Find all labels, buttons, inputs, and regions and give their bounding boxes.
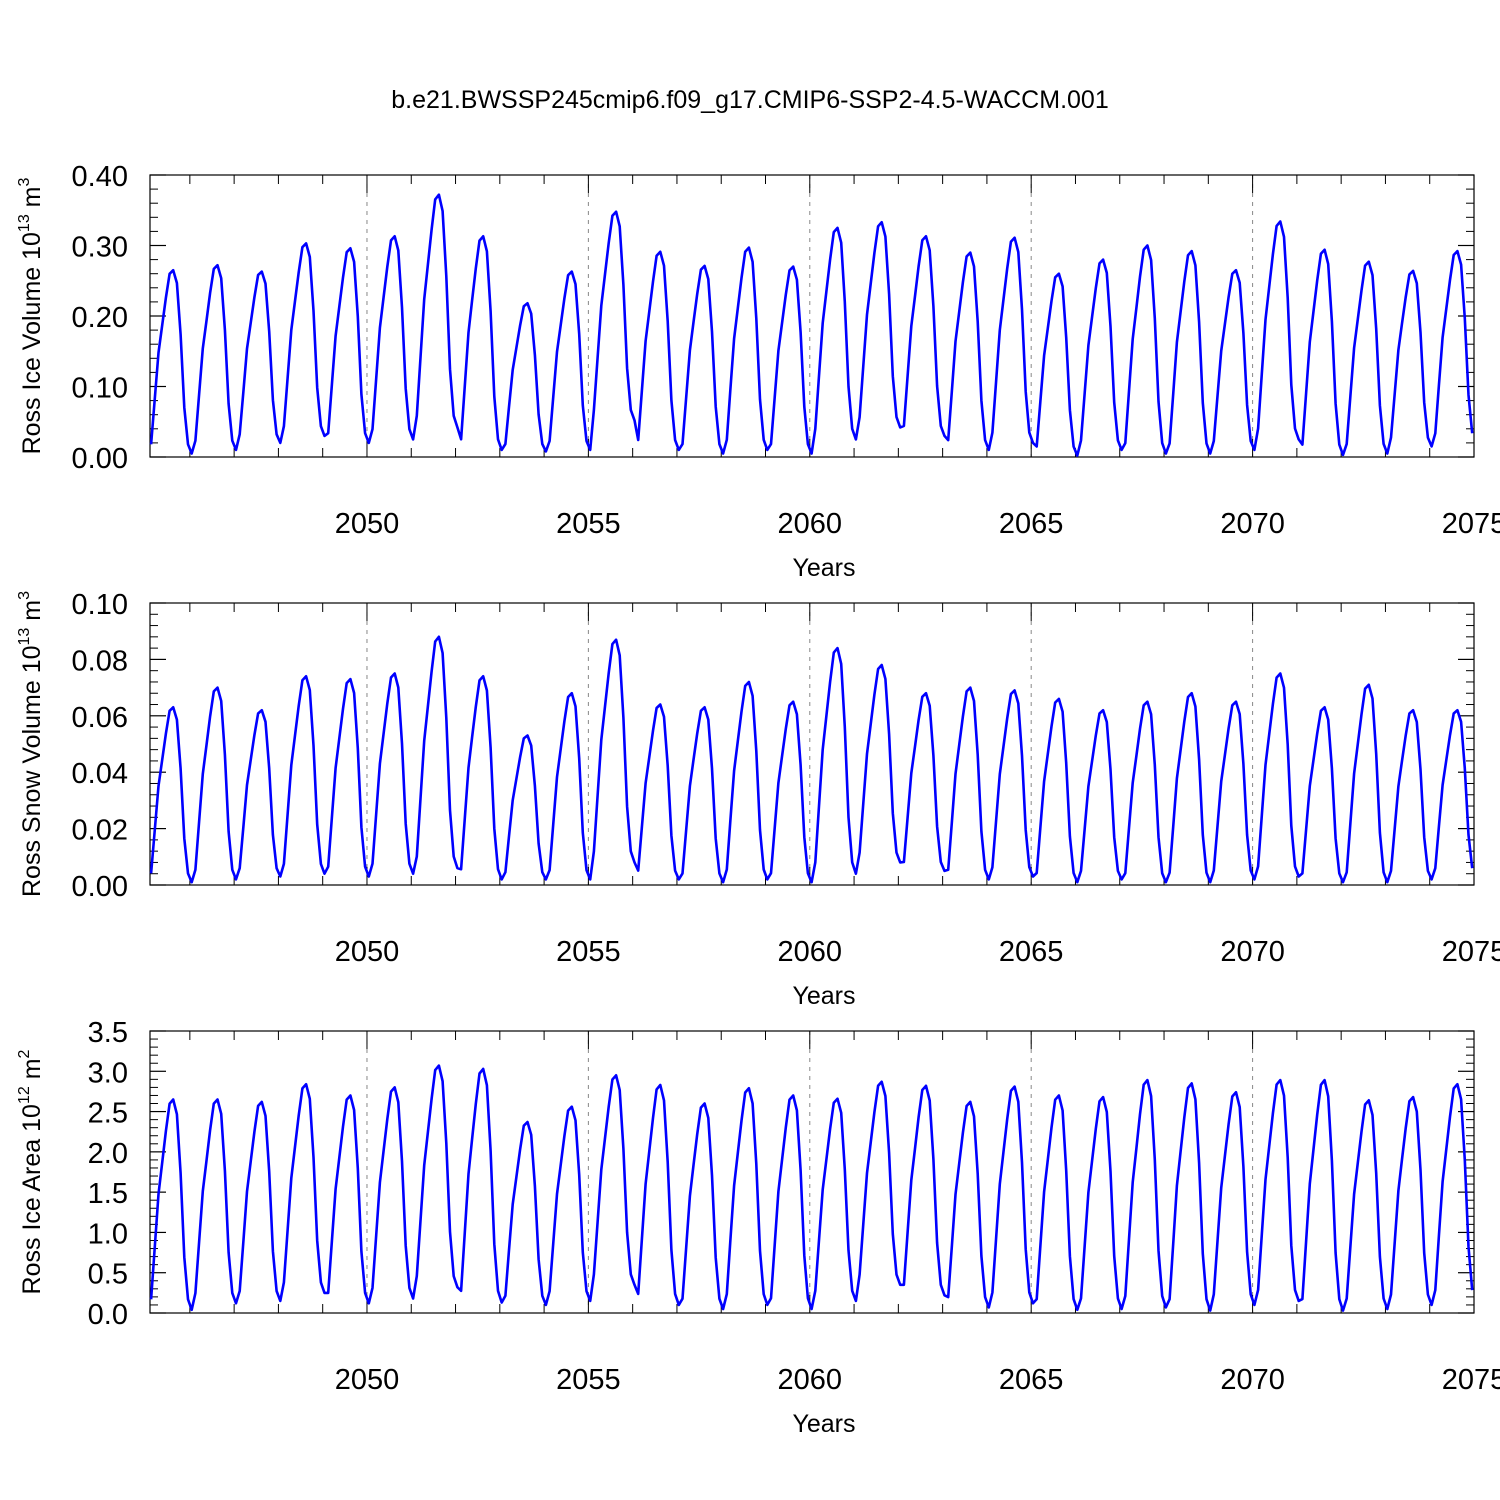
y-tick-label: 0.40 [72, 161, 128, 193]
y-tick-label: 0.10 [72, 589, 128, 621]
y-tick-label: 3.0 [88, 1057, 128, 1089]
y-axis-title: Ross Ice Area 1012 m2 [16, 1049, 46, 1294]
y-tick-label: 0.5 [88, 1259, 128, 1291]
x-tick-label: 2075 [1442, 936, 1500, 968]
plot-frame [149, 174, 1475, 458]
panel-3: 0.0 0.5 1.0 1.5 2.0 2.5 3.0 3.5 2050 2055 2060 2065… [16, 1017, 1500, 1438]
y-tick-label: 0.30 [72, 232, 128, 264]
series-line [149, 1064, 1474, 1312]
x-tick-label: 2065 [999, 1364, 1064, 1396]
x-tick-label: 2050 [335, 508, 400, 540]
x-tick-label: 2055 [556, 936, 621, 968]
plot-frame [149, 602, 1475, 886]
x-tick-label: 2055 [556, 508, 621, 540]
x-tick-label: 2065 [999, 508, 1064, 540]
x-tick-label: 2070 [1220, 936, 1285, 968]
x-axis-title: Years [792, 1410, 855, 1438]
y-tick-label: 2.0 [88, 1138, 128, 1170]
y-tick-label: 0.00 [72, 443, 128, 475]
x-tick-label: 2060 [778, 1364, 843, 1396]
plot-frame [149, 1030, 1475, 1314]
y-axis-title: Ross Snow Volume 1013 m3 [16, 591, 46, 897]
y-tick-label: 0.10 [72, 373, 128, 405]
y-tick-label: 0.00 [72, 871, 128, 903]
y-tick-label: 0.02 [72, 815, 128, 847]
x-axis-title: Years [792, 554, 855, 582]
y-tick-label: 3.5 [88, 1017, 128, 1049]
panel-1: 0.00 0.10 0.20 0.30 0.40 2050 2055 2060 2065 2070… [16, 161, 1500, 582]
y-tick-label: 1.5 [88, 1178, 128, 1210]
y-tick-label: 0.06 [72, 702, 128, 734]
x-tick-label: 2075 [1442, 1364, 1500, 1396]
series-line [149, 635, 1474, 884]
x-tick-label: 2070 [1220, 1364, 1285, 1396]
x-tick-label: 2060 [778, 936, 843, 968]
y-tick-label: 0.08 [72, 645, 128, 677]
series-line [149, 193, 1474, 457]
x-axis-title: Years [792, 982, 855, 1010]
y-tick-label: 0.20 [72, 302, 128, 334]
x-tick-label: 2060 [778, 508, 843, 540]
x-tick-label: 2050 [335, 1364, 400, 1396]
x-tick-label: 2070 [1220, 508, 1285, 540]
y-tick-label: 0.0 [88, 1299, 128, 1331]
y-tick-label: 0.04 [72, 758, 128, 790]
y-tick-label: 1.0 [88, 1218, 128, 1250]
x-tick-label: 2050 [335, 936, 400, 968]
y-axis-title: Ross Ice Volume 1013 m3 [16, 177, 46, 454]
x-tick-label: 2075 [1442, 508, 1500, 540]
y-tick-label: 2.5 [88, 1098, 128, 1130]
x-tick-label: 2055 [556, 1364, 621, 1396]
panel-2: 0.00 0.02 0.04 0.06 0.08 0.10 2050 2055 2060 2065… [16, 589, 1500, 1010]
chart-title: b.e21.BWSSP245cmip6.f09_g17.CMIP6-SSP2-4… [391, 86, 1109, 114]
x-tick-label: 2065 [999, 936, 1064, 968]
